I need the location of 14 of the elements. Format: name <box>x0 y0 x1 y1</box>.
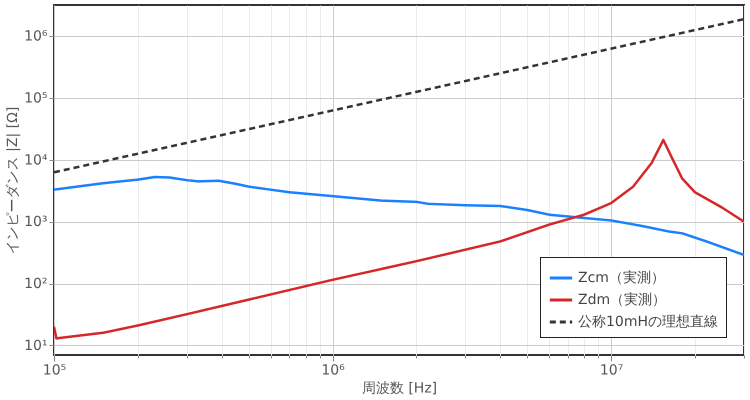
legend-label: 公称10mHの理想直線 <box>578 314 718 330</box>
x-tick-label: 10⁵ <box>42 362 66 378</box>
y-tick-label: 10⁵ <box>24 90 48 107</box>
x-axis-title: 周波数 [Hz] <box>362 380 438 396</box>
y-tick-label: 10³ <box>24 214 48 230</box>
y-axis-title: インピーダンス |Z| [Ω] <box>5 106 22 254</box>
y-tick-label: 10¹ <box>24 338 48 354</box>
legend-label: Zdm（実測） <box>578 292 666 308</box>
x-tick-label: 10⁶ <box>321 362 346 378</box>
y-tick-label: 10⁴ <box>24 152 48 168</box>
legend-label: Zcm（実測） <box>578 270 665 286</box>
x-tick-label: 10⁷ <box>600 362 624 378</box>
y-tick-label: 10² <box>24 276 48 292</box>
y-tick-label: 10⁶ <box>24 28 48 45</box>
